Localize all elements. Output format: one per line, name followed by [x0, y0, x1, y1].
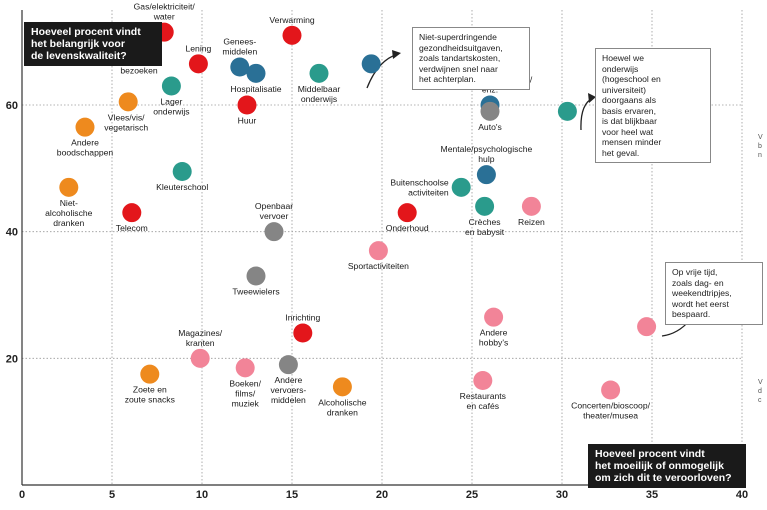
point-label: Mentale/psychologische hulp [441, 144, 533, 164]
point-label: Middelbaar onderwijs [298, 84, 341, 104]
point-label: Vlees/vis/vegetarisch [104, 112, 148, 132]
y-axis-question: Hoeveel procent vindt het belangrijk voo… [24, 22, 162, 66]
y-axis-ticks: 20 40 60 [6, 100, 18, 365]
x-tick-label: 20 [376, 489, 388, 501]
data-point [601, 380, 621, 400]
arrowhead-note-a [392, 50, 401, 59]
arrow-note-b [580, 97, 594, 131]
x-tick-label: 15 [286, 489, 298, 501]
data-point [309, 63, 329, 83]
data-point [118, 92, 138, 112]
data-point [484, 307, 504, 327]
point-label: Andere hobby's [479, 328, 508, 348]
annotation-leisure: Op vrije tijd, zoals dag- en weekendtrip… [665, 262, 763, 325]
arrowhead-note-b [588, 93, 596, 103]
data-point [480, 101, 500, 121]
y-tick-label: 20 [6, 353, 18, 365]
x-tick-label: 5 [109, 489, 115, 501]
point-label: Openbaar vervoer [255, 201, 293, 221]
point-label: Telecom [116, 223, 148, 233]
data-point [140, 364, 160, 384]
side-text-top: V b n [758, 134, 763, 159]
data-point [161, 76, 181, 96]
data-point [473, 371, 493, 390]
data-point [476, 165, 496, 185]
y-tick-label: 60 [6, 100, 18, 112]
data-point [475, 196, 495, 216]
data-point [637, 317, 657, 337]
data-point [59, 177, 79, 197]
data-point [172, 162, 192, 181]
point-label: Verwarming [269, 15, 315, 25]
data-point [368, 241, 388, 261]
point-label: Magazines/kranten [178, 328, 223, 348]
data-point [293, 323, 313, 343]
point-label: Onderhoud [386, 223, 429, 233]
point-label: Reizen [518, 217, 545, 227]
point-label: Andere boodschappen [57, 138, 114, 158]
x-axis-ticks: 0 5 10 15 20 25 30 35 40 [19, 489, 748, 501]
point-label: Crèches en babysit [465, 217, 505, 237]
point-label: Buitenschoolse activiteiten [390, 177, 449, 197]
point-label: Sportactiviteiten [348, 261, 409, 271]
annotation-education: Hoewel we onderwijs (hogeschool en unive… [595, 48, 711, 163]
data-point [246, 266, 266, 286]
point-label: Inrichting [285, 313, 320, 323]
x-tick-label: 30 [556, 489, 568, 501]
point-label: Genees-middelen [222, 37, 257, 57]
data-points [59, 22, 657, 400]
data-point [246, 63, 266, 83]
x-tick-label: 40 [736, 489, 748, 501]
point-label: Niet-alcoholische dranken [45, 198, 93, 228]
point-label: Hospitalisatie [230, 84, 281, 94]
y-tick-label: 40 [6, 227, 18, 239]
x-tick-label: 10 [196, 489, 208, 501]
data-point [282, 25, 302, 45]
x-tick-label: 25 [466, 489, 478, 501]
point-label: Zoete en zoute snacks [125, 385, 175, 405]
point-label: Auto's [478, 122, 502, 132]
x-tick-label: 35 [646, 489, 658, 501]
data-point [230, 57, 250, 77]
data-point [278, 355, 298, 375]
x-axis-question: Hoeveel procent vindt het moeilijk of on… [588, 444, 746, 488]
point-label: Gas/elektriciteit/water [134, 2, 196, 22]
data-point [237, 95, 257, 115]
annotation-health: Niet-superdringende gezondheidsuitgaven,… [412, 27, 530, 90]
data-point [75, 117, 95, 137]
point-label: Kleuterschool [156, 182, 208, 192]
point-label: Restaurants en cafés [460, 391, 506, 411]
point-label: Tweewielers [232, 287, 279, 297]
data-point [190, 348, 210, 368]
point-label: Andere vervoers-middelen [270, 375, 306, 405]
data-point [521, 196, 541, 216]
point-label: Alcoholische dranken [318, 397, 366, 417]
point-label: Boeken/films/muziek [229, 378, 261, 408]
data-point [122, 203, 142, 223]
data-point [235, 358, 255, 378]
point-labels: Groenten/fruitDokters-bezoekenGas/elektr… [40, 2, 651, 421]
data-point [264, 222, 284, 242]
x-tick-label: 0 [19, 489, 25, 501]
point-label: Lening [185, 43, 211, 53]
data-point [361, 54, 381, 74]
point-label: Concerten/bioscoop/theater/musea [571, 401, 650, 421]
data-point [451, 177, 471, 197]
data-point [397, 203, 417, 223]
point-label: Lager onderwijs [153, 97, 189, 117]
side-text-bottom: V d c [758, 379, 763, 404]
data-point [188, 54, 208, 74]
point-label: Huur [238, 116, 257, 126]
data-point [557, 101, 577, 121]
data-point [332, 377, 352, 397]
